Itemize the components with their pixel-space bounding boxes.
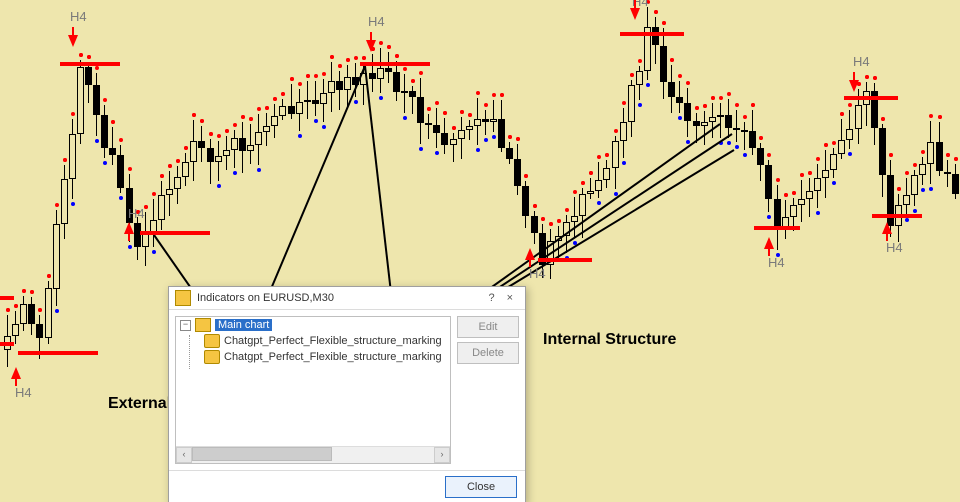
- tree-root-label: Main chart: [215, 319, 272, 331]
- swing-low-arrow-icon: [525, 248, 535, 260]
- structure-level-line: [538, 258, 592, 262]
- h4-label: H4: [529, 266, 546, 281]
- delete-button[interactable]: Delete: [457, 342, 519, 364]
- h4-label: H4: [128, 206, 145, 221]
- h4-label: H4: [886, 240, 903, 255]
- tree-item-label: Chatgpt_Perfect_Flexible_structure_marki…: [224, 351, 442, 363]
- structure-level-line: [620, 32, 684, 36]
- h4-label: H4: [768, 255, 785, 270]
- dialog-title: Indicators on EURUSD,M30: [197, 292, 482, 304]
- swing-high-arrow-icon: [68, 35, 78, 47]
- tree-item-label: Chatgpt_Perfect_Flexible_structure_marki…: [224, 335, 442, 347]
- dialog-side-buttons: Edit Delete: [457, 316, 519, 464]
- help-button[interactable]: ?: [482, 292, 500, 304]
- structure-level-line: [0, 342, 14, 346]
- swing-low-arrow-icon: [764, 237, 774, 249]
- tree-item-indicator[interactable]: Chatgpt_Perfect_Flexible_structure_marki…: [176, 349, 450, 365]
- h4-label: H4: [70, 9, 87, 24]
- swing-high-arrow-icon: [366, 40, 376, 52]
- dialog-body: − Main chart Chatgpt_Perfect_Flexible_st…: [169, 310, 525, 470]
- h4-label: H4: [15, 385, 32, 400]
- dialog-footer: Close: [169, 470, 525, 502]
- swing-low-arrow-icon: [882, 222, 892, 234]
- indicator-icon: [204, 334, 220, 348]
- expand-collapse-icon[interactable]: −: [180, 320, 191, 331]
- swing-low-arrow-icon: [124, 222, 134, 234]
- scroll-thumb[interactable]: [192, 447, 332, 461]
- indicators-dialog[interactable]: Indicators on EURUSD,M30 ? × − Main char…: [168, 286, 526, 502]
- structure-level-line: [872, 214, 922, 218]
- scroll-right-button[interactable]: ›: [434, 447, 450, 463]
- structure-level-line: [18, 351, 98, 355]
- structure-level-line: [140, 231, 210, 235]
- close-icon[interactable]: ×: [501, 292, 519, 304]
- tree-root-main-chart[interactable]: − Main chart: [176, 317, 450, 333]
- h4-label: H4: [368, 14, 385, 29]
- close-button[interactable]: Close: [445, 476, 517, 498]
- swing-high-arrow-icon: [849, 80, 859, 92]
- indicator-icon: [204, 350, 220, 364]
- structure-level-line: [0, 296, 14, 300]
- tree-item-indicator[interactable]: Chatgpt_Perfect_Flexible_structure_marki…: [176, 333, 450, 349]
- structure-level-line: [754, 226, 800, 230]
- h4-label: H4: [853, 54, 870, 69]
- scroll-left-button[interactable]: ‹: [176, 447, 192, 463]
- indicator-tree[interactable]: − Main chart Chatgpt_Perfect_Flexible_st…: [175, 316, 451, 464]
- structure-level-line: [360, 62, 430, 66]
- dialog-icon: [175, 290, 191, 306]
- chart-canvas[interactable]: External Structure Internal Structure In…: [0, 0, 960, 502]
- swing-high-arrow-icon: [630, 8, 640, 20]
- scroll-track[interactable]: [192, 447, 434, 463]
- tree-hscrollbar[interactable]: ‹ ›: [176, 446, 450, 463]
- swing-low-arrow-icon: [11, 367, 21, 379]
- internal-structure-label: Internal Structure: [543, 331, 676, 349]
- chart-icon: [195, 318, 211, 332]
- dialog-titlebar[interactable]: Indicators on EURUSD,M30 ? ×: [169, 287, 525, 310]
- structure-level-line: [60, 62, 120, 66]
- edit-button[interactable]: Edit: [457, 316, 519, 338]
- structure-level-line: [844, 96, 898, 100]
